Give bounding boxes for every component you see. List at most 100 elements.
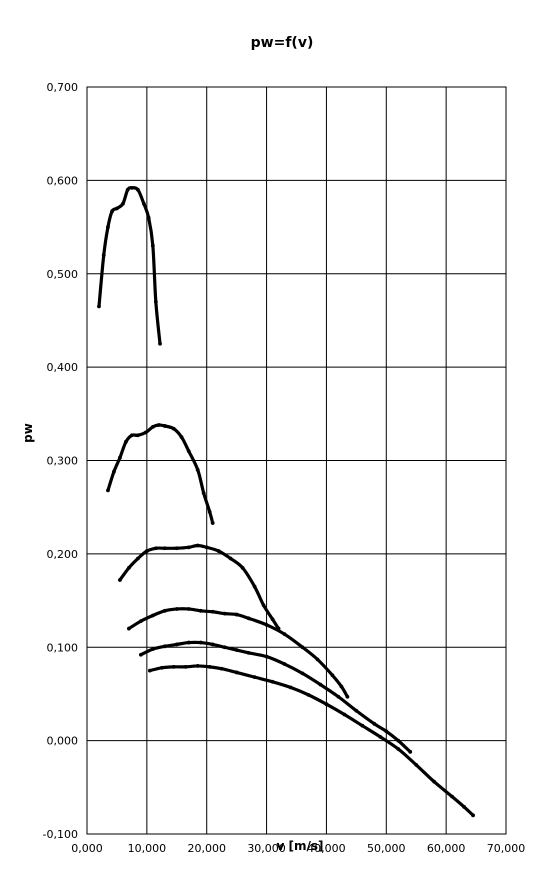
data-point bbox=[97, 304, 101, 309]
data-point bbox=[106, 225, 110, 229]
data-point bbox=[234, 670, 239, 675]
y-tick-label: 0,400 bbox=[47, 361, 79, 374]
data-point bbox=[408, 749, 413, 754]
data-point bbox=[360, 723, 365, 728]
y-tick-label: -0,100 bbox=[43, 828, 78, 841]
data-point bbox=[115, 206, 119, 211]
data-point bbox=[207, 509, 212, 514]
data-point bbox=[270, 617, 275, 622]
data-point bbox=[207, 664, 212, 669]
data-point bbox=[112, 469, 116, 474]
tick-labels: 0,000 10,000 20,000 30,000 40,000 50,000 60,00… bbox=[43, 81, 526, 855]
data-point bbox=[158, 341, 162, 346]
y-tick-label: 0,000 bbox=[47, 735, 79, 748]
data-point bbox=[162, 546, 167, 551]
data-point bbox=[162, 424, 167, 428]
data-point bbox=[210, 521, 215, 525]
data-point bbox=[153, 546, 158, 551]
data-point bbox=[246, 616, 251, 621]
data-point bbox=[228, 556, 233, 561]
data-point bbox=[270, 679, 275, 684]
x-tick-label: 50,000 bbox=[367, 842, 406, 855]
data-point bbox=[179, 435, 184, 440]
data-point bbox=[156, 423, 161, 427]
data-point bbox=[195, 664, 200, 668]
data-point bbox=[324, 702, 329, 707]
data-point bbox=[195, 467, 200, 472]
data-point bbox=[138, 619, 143, 624]
x-tick-label: 40,000 bbox=[307, 842, 346, 855]
y-axis-label: pw bbox=[21, 423, 35, 443]
data-point bbox=[261, 603, 266, 608]
data-point bbox=[216, 549, 221, 553]
data-point bbox=[174, 642, 179, 647]
data-point bbox=[210, 609, 215, 614]
data-point bbox=[159, 665, 164, 670]
data-point bbox=[354, 708, 359, 713]
data-point bbox=[378, 734, 383, 739]
data-point bbox=[234, 648, 239, 652]
data-point bbox=[106, 488, 110, 493]
data-point bbox=[450, 794, 455, 799]
data-point bbox=[252, 584, 257, 589]
data-point bbox=[339, 684, 344, 689]
y-tick-label: 0,700 bbox=[47, 81, 79, 94]
data-point bbox=[282, 662, 287, 666]
data-point bbox=[135, 187, 140, 192]
data-point bbox=[143, 430, 148, 435]
data-point bbox=[129, 433, 134, 438]
x-tick-label: 10,000 bbox=[128, 842, 167, 855]
x-tick-label: 30,000 bbox=[247, 842, 286, 855]
data-point bbox=[195, 543, 200, 548]
data-point bbox=[240, 565, 245, 570]
data-point bbox=[126, 565, 131, 570]
series-line bbox=[148, 664, 475, 817]
data-point bbox=[150, 424, 155, 429]
data-point bbox=[300, 645, 305, 650]
series-5 bbox=[138, 640, 413, 754]
y-tick-label: 0,600 bbox=[47, 174, 79, 187]
data-point bbox=[330, 673, 335, 678]
y-tick-label: 0,300 bbox=[47, 455, 79, 468]
data-point bbox=[141, 201, 146, 206]
data-point bbox=[396, 738, 401, 743]
data-point bbox=[222, 611, 227, 616]
data-point bbox=[147, 668, 152, 673]
data-point bbox=[129, 185, 134, 190]
series-4 bbox=[126, 607, 350, 699]
x-tick-label: 0,000 bbox=[71, 842, 103, 855]
data-point bbox=[210, 642, 215, 647]
data-point bbox=[186, 545, 191, 550]
data-point bbox=[121, 201, 125, 206]
data-point bbox=[162, 644, 167, 649]
x-tick-label: 60,000 bbox=[427, 842, 466, 855]
data-point bbox=[162, 608, 167, 613]
chart-title: pw=f(v) bbox=[251, 35, 314, 51]
data-point bbox=[219, 666, 224, 671]
y-tick-label: 0,100 bbox=[47, 641, 79, 654]
data-point bbox=[174, 546, 179, 551]
data-point bbox=[264, 654, 269, 659]
data-point bbox=[288, 685, 293, 690]
data-point bbox=[118, 455, 122, 460]
data-point bbox=[282, 632, 287, 637]
data-point bbox=[414, 763, 419, 767]
data-point bbox=[146, 215, 151, 220]
series-layer bbox=[97, 185, 475, 818]
data-point bbox=[342, 712, 347, 717]
data-point bbox=[246, 650, 251, 655]
series-1 bbox=[97, 185, 162, 346]
data-point bbox=[234, 612, 239, 617]
data-point bbox=[198, 608, 203, 613]
data-point bbox=[125, 187, 130, 192]
series-6 bbox=[147, 664, 475, 818]
y-tick-label: 0,200 bbox=[47, 548, 79, 561]
data-point bbox=[153, 299, 158, 304]
data-point bbox=[138, 652, 143, 657]
data-point bbox=[135, 556, 140, 561]
data-point bbox=[336, 694, 341, 699]
series-2 bbox=[106, 423, 215, 525]
data-point bbox=[318, 682, 323, 687]
data-point bbox=[101, 253, 106, 257]
data-point bbox=[201, 491, 206, 496]
